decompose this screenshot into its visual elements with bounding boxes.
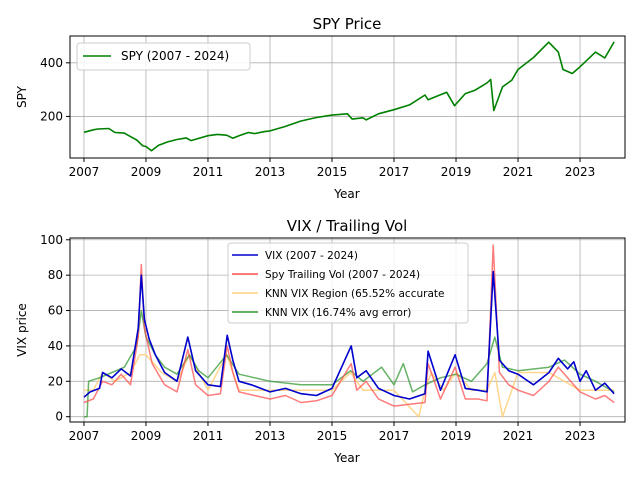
spy-price-chart: SPY Price 2007 2009 2011 2013 2015 2017 2019 20… bbox=[15, 15, 626, 201]
trailing-vol-legend-label: Spy Trailing Vol (2007 - 2024) bbox=[265, 269, 420, 281]
x-tick-label: 2009 bbox=[131, 165, 162, 179]
x-tick-label: 2011 bbox=[193, 429, 224, 443]
series-line-0 bbox=[83, 41, 615, 152]
x-tick-label: 2013 bbox=[255, 165, 286, 179]
spy-x-axis-label: Year bbox=[333, 187, 359, 201]
spy-axes-frame bbox=[69, 35, 626, 159]
y-tick-label: 200 bbox=[40, 109, 63, 123]
y-tick-label: 60 bbox=[48, 304, 63, 318]
vix-x-axis-label: Year bbox=[333, 451, 359, 465]
vix-y-axis-label: VIX price bbox=[15, 303, 29, 357]
x-tick-label: 2023 bbox=[565, 165, 596, 179]
spy-y-axis-label: SPY bbox=[15, 85, 29, 108]
x-tick-label: 2019 bbox=[441, 429, 472, 443]
spy-series-lines bbox=[83, 41, 615, 152]
vix-legend-box bbox=[227, 242, 469, 324]
vix-chart: VIX / Trailing Vol 2007 2009 2011 2013 2015 2… bbox=[15, 217, 626, 465]
x-tick-label: 2007 bbox=[69, 429, 100, 443]
vix-legend: VIX (2007 - 2024) Spy Trailing Vol (2007… bbox=[227, 242, 469, 324]
y-tick-label: 0 bbox=[55, 410, 63, 424]
y-tick-label: 400 bbox=[40, 56, 63, 70]
series-line-2 bbox=[84, 354, 615, 418]
x-tick-label: 2013 bbox=[255, 429, 286, 443]
x-tick-label: 2021 bbox=[503, 165, 534, 179]
spy-legend-label: SPY (2007 - 2024) bbox=[121, 49, 229, 63]
x-tick-label: 2015 bbox=[317, 429, 348, 443]
spy-legend-box bbox=[76, 42, 251, 71]
x-tick-label: 2019 bbox=[441, 165, 472, 179]
series-line-0 bbox=[83, 270, 615, 400]
spy-x-ticks: 2007 2009 2011 2013 2015 2017 2019 2021 2023 bbox=[69, 158, 596, 179]
y-tick-label: 100 bbox=[40, 233, 63, 247]
vix-legend-label: VIX (2007 - 2024) bbox=[265, 250, 358, 262]
x-tick-label: 2009 bbox=[131, 429, 162, 443]
vix-y-ticks: 0 20 40 60 80 100 bbox=[40, 233, 70, 424]
spy-chart-title: SPY Price bbox=[313, 15, 382, 33]
x-tick-label: 2007 bbox=[69, 165, 100, 179]
y-tick-label: 40 bbox=[48, 339, 63, 353]
y-tick-label: 80 bbox=[48, 268, 63, 282]
x-tick-label: 2011 bbox=[193, 165, 224, 179]
knn-vix-legend-label: KNN VIX (16.74% avg error) bbox=[265, 307, 411, 319]
vix-series-lines bbox=[83, 244, 615, 418]
vix-chart-title: VIX / Trailing Vol bbox=[287, 217, 408, 235]
series-line-3 bbox=[84, 309, 615, 418]
series-line-1 bbox=[83, 244, 615, 407]
x-tick-label: 2017 bbox=[379, 165, 410, 179]
vix-axes-frame bbox=[69, 237, 626, 423]
vix-x-ticks: 2007 2009 2011 2013 2015 2017 2019 2021 2023 bbox=[69, 422, 596, 443]
spy-legend: SPY (2007 - 2024) bbox=[76, 42, 251, 71]
x-tick-label: 2023 bbox=[565, 429, 596, 443]
knn-region-legend-label: KNN VIX Region (65.52% accurate bbox=[265, 288, 444, 300]
x-tick-label: 2015 bbox=[317, 165, 348, 179]
x-tick-label: 2021 bbox=[503, 429, 534, 443]
x-tick-label: 2017 bbox=[379, 429, 410, 443]
spy-y-ticks: 200 400 bbox=[40, 56, 70, 123]
y-tick-label: 20 bbox=[48, 374, 63, 388]
